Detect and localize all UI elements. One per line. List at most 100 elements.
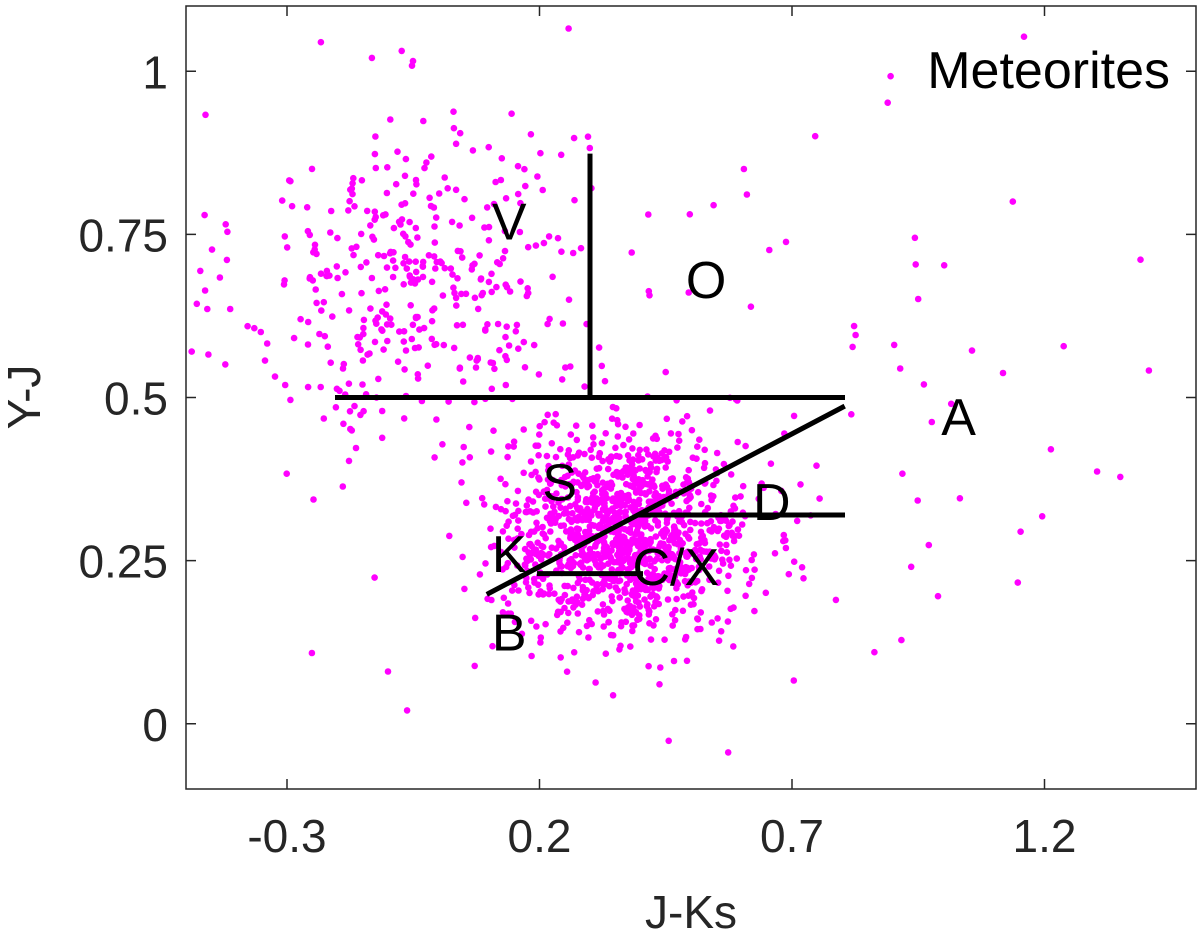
scatter-point [624,527,632,535]
scatter-point [661,447,668,454]
scatter-point [607,555,615,563]
scatter-point [679,418,686,425]
scatter-point [496,346,503,354]
scatter-point [223,256,231,264]
scatter-point [461,195,468,203]
scatter-point [586,523,594,530]
scatter-point [624,497,632,505]
scatter-point [735,532,743,539]
scatter-point [534,173,541,180]
scatter-point [1145,367,1153,374]
scatter-point [527,131,535,138]
chart-title: Meteorites [927,42,1170,100]
scatter-point [441,264,449,272]
scatter-point [730,537,738,545]
scatter-point [630,622,638,629]
scatter-point [521,561,529,568]
scatter-point [496,260,504,268]
scatter-point [386,315,394,322]
scatter-point [502,381,510,389]
scatter-point [609,403,617,411]
scatter-point [433,416,440,423]
scatter-point [537,556,545,563]
scatter-point [738,521,746,528]
scatter-point [338,290,346,298]
scatter-point [887,72,894,80]
scatter-point [947,400,955,408]
scatter-point [653,435,661,443]
scatter-point [407,302,415,309]
scatter-point [656,681,663,688]
scatter-point [589,490,597,497]
scatter-point [480,501,488,508]
scatter-point [462,290,470,298]
scatter-point [684,582,691,589]
scatter-point [645,556,653,563]
scatter-point [563,668,571,675]
scatter-point [663,519,671,527]
scatter-point [832,596,840,604]
scatter-point [629,591,636,599]
scatter-point [533,623,540,630]
scatter-point [372,213,380,221]
scatter-point [706,407,714,414]
scatter-point [697,625,704,633]
scatter-point [590,441,597,448]
scatter-point [590,475,597,482]
scatter-point [578,601,586,608]
scatter-point [544,476,552,483]
scatter-point [401,366,408,373]
scatter-point [1093,468,1101,475]
scatter-point [928,418,936,426]
scatter-point [188,348,195,355]
scatter-point [911,234,919,242]
scatter-point [724,618,732,625]
scatter-point [503,323,511,331]
scatter-point [512,328,520,335]
scatter-point [383,264,391,271]
scatter-point [635,580,643,588]
scatter-point [485,223,493,231]
scatter-point [431,454,438,461]
scatter-point [740,165,748,173]
scatter-point [466,423,473,431]
scatter-point [710,481,717,489]
scatter-point [748,556,755,564]
scatter-point [630,430,637,437]
scatter-point [614,540,621,548]
scatter-point [351,402,358,410]
scatter-point [696,436,703,444]
scatter-point [333,263,341,270]
scatter-point [565,25,572,32]
scatter-point [226,305,234,313]
scatter-point [606,458,614,465]
scatter-point [477,276,485,283]
scatter-point [604,549,612,556]
scatter-point [706,527,713,534]
scatter-point [494,320,502,328]
scatter-point [651,565,658,573]
scatter-point [653,465,661,473]
scatter-point [658,456,665,464]
scatter-point [652,616,660,623]
scatter-point [534,442,542,450]
scatter-point [502,480,509,488]
scatter-point [912,261,919,268]
scatter-point [383,301,390,309]
scatter-point [525,531,533,539]
scatter-point [790,412,798,420]
scatter-point [599,537,606,544]
scatter-point [785,570,793,578]
scatter-point [429,307,436,314]
scatter-point [554,234,562,242]
scatter-point [648,591,656,598]
scatter-point [586,616,593,624]
scatter-point [716,541,724,548]
scatter-point [636,421,643,429]
scatter-point [715,567,723,575]
scatter-point [546,315,553,323]
scatter-point [605,618,612,626]
scatter-point [208,246,216,253]
scatter-point [540,239,548,247]
scatter-point [505,610,512,617]
